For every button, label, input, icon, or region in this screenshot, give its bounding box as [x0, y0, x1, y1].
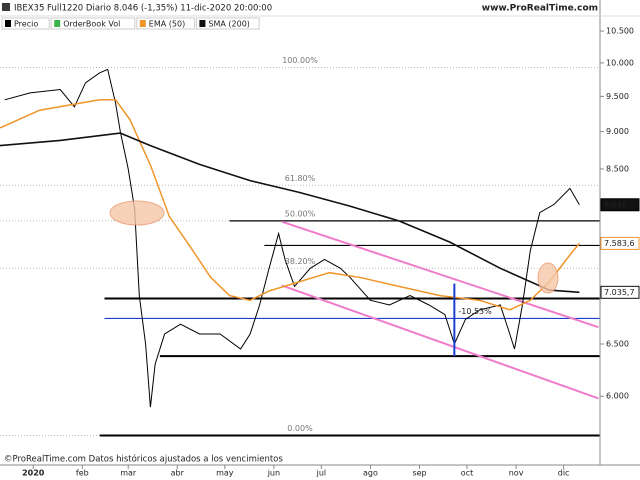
x-tick-label: sep [412, 469, 426, 478]
fib-label: 38.20% [285, 257, 316, 266]
last-value-box [600, 285, 640, 299]
fib-label: 100.00% [282, 56, 318, 65]
y-tick-label: 9.000 [606, 127, 629, 136]
legend-item-bg [1, 17, 50, 30]
series-line [4, 68, 580, 408]
fib-label: 61.80% [285, 174, 316, 183]
header-bg [0, 0, 600, 15]
site: www.ProRealTime.com [482, 4, 598, 14]
x-tick-label: mar [120, 469, 137, 478]
channel-line [281, 220, 599, 329]
y-tick-label: 9.500 [606, 92, 629, 101]
x-tick-label: dic [558, 469, 570, 478]
x-tick-label: may [216, 469, 234, 478]
series-line [0, 132, 580, 294]
highlight-ellipse [537, 262, 559, 294]
legend-swatch [139, 20, 146, 27]
legend-label: SMA (200) [208, 20, 250, 29]
legend-item-bg [50, 17, 136, 30]
chart-title: IBEX35 Full1220 Diario 8.046 (-1,35%) 11… [14, 4, 272, 14]
legend-item-bg [195, 17, 260, 30]
legend-swatch [54, 20, 61, 27]
x-tick-label: jun [267, 469, 280, 478]
x-tick-label: abr [171, 469, 185, 478]
highlight-ellipse [109, 200, 165, 226]
x-tick-label: jul [316, 469, 327, 478]
legend-item-bg [136, 17, 195, 30]
series-line [0, 99, 580, 311]
y-tick-label: 10.000 [606, 58, 634, 67]
plot-area: 100.00% 61.80% 50.00% 38.20% 0.00% -10,53% [0, 56, 600, 437]
fib-label: 0.00% [287, 424, 313, 433]
legend-swatch [5, 20, 11, 27]
measure-label: -10,53% [458, 307, 492, 316]
y-tick-label: 6.000 [606, 392, 629, 401]
x-tick-label: oct [461, 469, 473, 478]
legend-swatch [199, 20, 206, 27]
last-value-box [600, 198, 640, 212]
legend-label: OrderBook Vol [63, 20, 120, 29]
legend-label: Precio [14, 20, 38, 29]
y-tick-label: 6.500 [606, 340, 629, 349]
channel-line [281, 284, 599, 400]
last-value-label: 7.035,7 [604, 288, 635, 297]
y-tick-label: 10.500 [606, 27, 634, 36]
header-icon [2, 3, 10, 11]
y-tick-label: 8.500 [606, 164, 629, 173]
fib-label: 50.00% [285, 209, 316, 218]
x-tick-label: ago [363, 469, 378, 478]
footer: ©ProRealTime.com Datos históricos ajusta… [4, 454, 283, 465]
last-value-box [600, 236, 640, 250]
x-tick-label: nov [509, 469, 524, 478]
last-value-label: 8.046 [604, 200, 627, 209]
last-value-label: 7.583,6 [604, 239, 635, 248]
x-tick-label: feb [76, 469, 89, 478]
x-tick-label: 2020 [22, 469, 45, 478]
legend-label: EMA (50) [149, 20, 185, 29]
